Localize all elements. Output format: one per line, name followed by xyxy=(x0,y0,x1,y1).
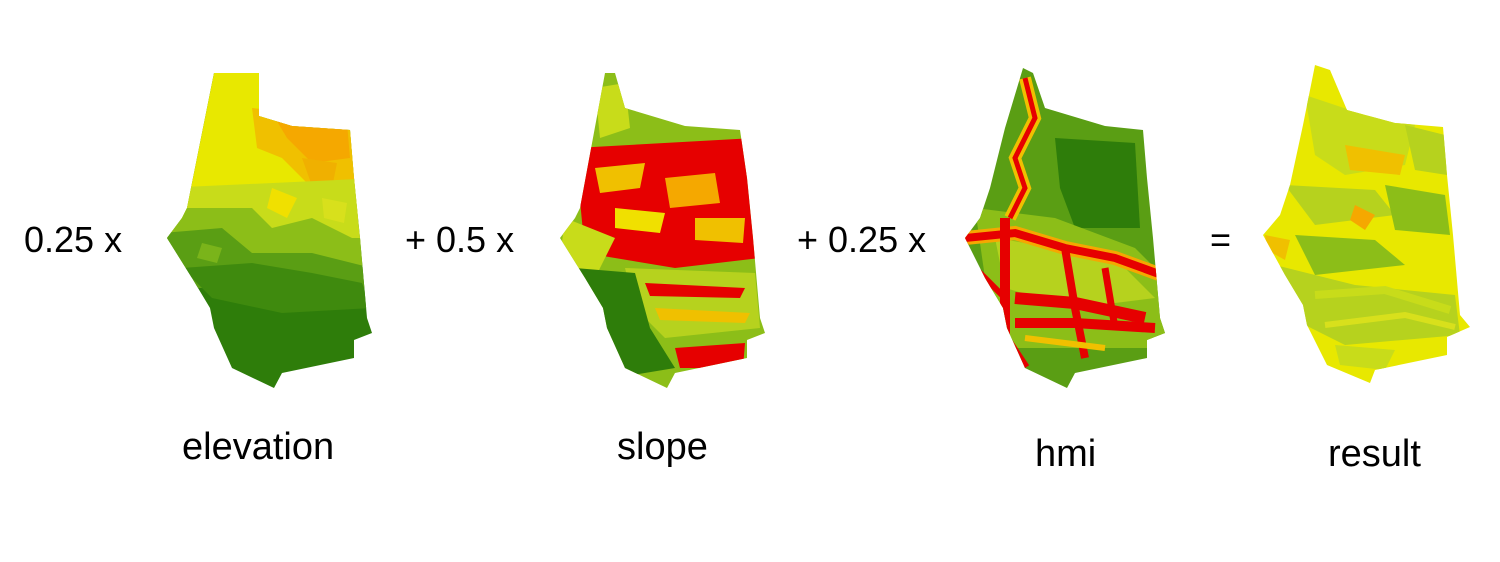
coefficient-slope: + 0.5 x xyxy=(405,219,515,260)
result-map xyxy=(1255,65,1475,395)
label-elevation: elevation xyxy=(182,426,335,468)
coefficient-elevation: 0.25 x xyxy=(24,219,123,260)
result-map-graphic xyxy=(1263,65,1470,383)
slope-map xyxy=(555,68,775,398)
equals-sign: = xyxy=(1210,219,1232,260)
hmi-map-graphic xyxy=(965,68,1165,388)
coefficient-hmi: + 0.25 x xyxy=(797,219,927,260)
elevation-map xyxy=(162,68,382,398)
label-result: result xyxy=(1328,433,1421,475)
hmi-map xyxy=(955,68,1175,398)
elevation-map-graphic xyxy=(167,73,372,388)
label-hmi: hmi xyxy=(1035,433,1097,475)
slope-map-graphic xyxy=(560,73,765,388)
label-slope: slope xyxy=(617,426,708,468)
